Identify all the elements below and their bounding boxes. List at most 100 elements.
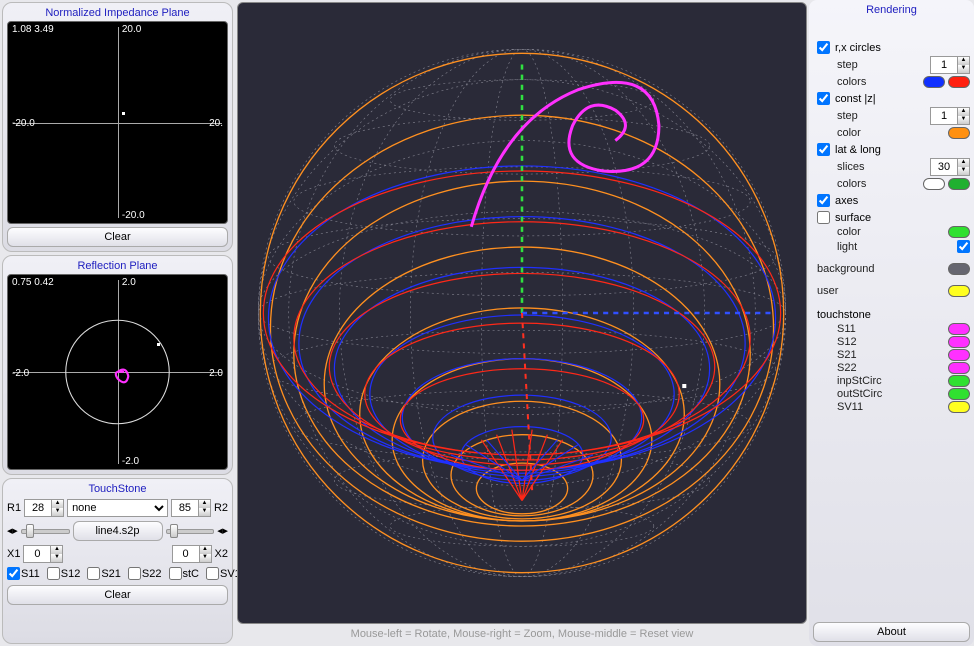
ts-check-stc[interactable] (169, 567, 182, 580)
surface-color[interactable] (948, 226, 970, 238)
surface-light-checkbox[interactable] (957, 240, 970, 253)
r1-up[interactable]: ▲ (51, 500, 63, 508)
sparam-list: S11S12S21S22inpStCircoutStCircSV11 (813, 322, 970, 414)
surface-checkbox[interactable] (817, 211, 830, 224)
sparam-color-sv11[interactable] (948, 401, 970, 413)
sparam-color-s21[interactable] (948, 349, 970, 361)
ts-check-label-s11: S11 (21, 568, 40, 580)
rx-label: r,x circles (835, 42, 881, 54)
surface-color-label: color (837, 226, 861, 238)
impedance-marker (122, 112, 125, 115)
viewer-3d[interactable] (237, 2, 807, 624)
status-bar: Mouse-left = Rotate, Mouse-right = Zoom,… (237, 624, 807, 644)
refl-axis-left: -2.0 (12, 368, 29, 379)
x1-label: X1 (7, 548, 20, 560)
rx-colors-label: colors (837, 76, 866, 88)
latlong-checkbox[interactable] (817, 143, 830, 156)
touchstone-checks-row: S11S12S21S22stCSV11 (7, 567, 228, 580)
user-label: user (817, 285, 838, 297)
x1-value[interactable] (24, 548, 50, 560)
imp-axis-bottom: -20.0 (122, 210, 145, 221)
touchstone-section-label: touchstone (817, 309, 871, 321)
impedance-title: Normalized Impedance Plane (7, 7, 228, 19)
user-trace (471, 82, 659, 226)
axes-label: axes (835, 195, 858, 207)
x2-label: X2 (215, 548, 228, 560)
rx-color-1[interactable] (923, 76, 945, 88)
x2-value[interactable] (173, 548, 199, 560)
r2-down[interactable]: ▼ (198, 508, 210, 516)
imp-axis-top: 20.0 (122, 24, 141, 35)
smith-sphere-svg (238, 3, 806, 623)
sparam-row-inpstcirc: inpStCirc (837, 375, 970, 387)
sparam-color-s11[interactable] (948, 323, 970, 335)
reflection-plot[interactable]: 0.75 0.42 2.0 -2.0 2.0 -2.0 (7, 274, 228, 470)
reflection-title: Reflection Plane (7, 260, 228, 272)
sparam-row-s22: S22 (837, 362, 970, 374)
x2-up[interactable]: ▲ (199, 546, 211, 554)
background-color[interactable] (948, 263, 970, 275)
touchstone-panel: TouchStone R1 ▲▼ none ▲▼ R2 ◀▶ line4.s2p… (2, 478, 233, 644)
filter-select[interactable]: none (67, 499, 168, 517)
r2-value[interactable] (172, 502, 198, 514)
constz-step-label: step (837, 110, 858, 122)
background-label: background (817, 263, 875, 275)
ts-check-s12[interactable] (47, 567, 60, 580)
touchstone-clear-button[interactable]: Clear (7, 585, 228, 605)
sparam-color-s22[interactable] (948, 362, 970, 374)
impedance-panel: Normalized Impedance Plane 1.08 3.49 20.… (2, 2, 233, 252)
latlong-colors-label: colors (837, 178, 866, 190)
ts-check-s21[interactable] (87, 567, 100, 580)
x1-down[interactable]: ▼ (50, 554, 62, 562)
sparam-color-inpstcirc[interactable] (948, 375, 970, 387)
latlong-label: lat & long (835, 144, 881, 156)
impedance-plot[interactable]: 1.08 3.49 20.0 -20.0 20. -20.0 (7, 21, 228, 224)
x1-arrow-icon: ◀▶ (7, 527, 18, 535)
x1-slider[interactable] (21, 524, 70, 538)
impedance-clear-button[interactable]: Clear (7, 227, 228, 247)
sparam-color-outstcirc[interactable] (948, 388, 970, 400)
latlong-color-1[interactable] (923, 178, 945, 190)
touchstone-title: TouchStone (7, 483, 228, 495)
r2-label: R2 (214, 502, 228, 514)
x2-slider[interactable] (166, 524, 215, 538)
rx-checkbox[interactable] (817, 41, 830, 54)
sparam-color-s12[interactable] (948, 336, 970, 348)
x1-spinner[interactable]: ▲▼ (23, 545, 63, 563)
ts-check-s22[interactable] (128, 567, 141, 580)
x1-up[interactable]: ▲ (50, 546, 62, 554)
user-color[interactable] (948, 285, 970, 297)
ts-check-label-s12: S12 (61, 568, 81, 580)
r1-spinner[interactable]: ▲▼ (24, 499, 64, 517)
about-button[interactable]: About (813, 622, 970, 642)
ts-check-sv11[interactable] (206, 567, 219, 580)
x2-spinner[interactable]: ▲▼ (172, 545, 212, 563)
r2-spinner[interactable]: ▲▼ (171, 499, 211, 517)
latlong-slices-spinner[interactable]: ▲▼ (930, 158, 970, 176)
latlong-color-2[interactable] (948, 178, 970, 190)
sparam-row-s11: S11 (837, 323, 970, 335)
r2-up[interactable]: ▲ (198, 500, 210, 508)
axes-checkbox[interactable] (817, 194, 830, 207)
ts-check-label-s22: S22 (142, 568, 162, 580)
r1-down[interactable]: ▼ (51, 508, 63, 516)
refl-axis-bottom: -2.0 (122, 456, 139, 467)
rx-step-spinner[interactable]: ▲▼ (930, 56, 970, 74)
constz-color[interactable] (948, 127, 970, 139)
constz-step-spinner[interactable]: ▲▼ (930, 107, 970, 125)
reflection-panel: Reflection Plane 0.75 0.42 2.0 -2.0 2.0 … (2, 255, 233, 475)
file-button[interactable]: line4.s2p (73, 521, 163, 541)
imp-axis-right: 20. (209, 118, 223, 129)
rx-color-2[interactable] (948, 76, 970, 88)
imp-coord-readout: 1.08 3.49 (12, 24, 54, 35)
latlong-slices-label: slices (837, 161, 865, 173)
sparam-row-sv11: SV11 (837, 401, 970, 413)
r1-value[interactable] (25, 502, 51, 514)
x2-down[interactable]: ▼ (199, 554, 211, 562)
refl-coord-readout: 0.75 0.42 (12, 277, 54, 288)
sparam-row-s21: S21 (837, 349, 970, 361)
ts-check-label-s21: S21 (101, 568, 121, 580)
constz-checkbox[interactable] (817, 92, 830, 105)
ts-check-s11[interactable] (7, 567, 20, 580)
rx-step-label: step (837, 59, 858, 71)
